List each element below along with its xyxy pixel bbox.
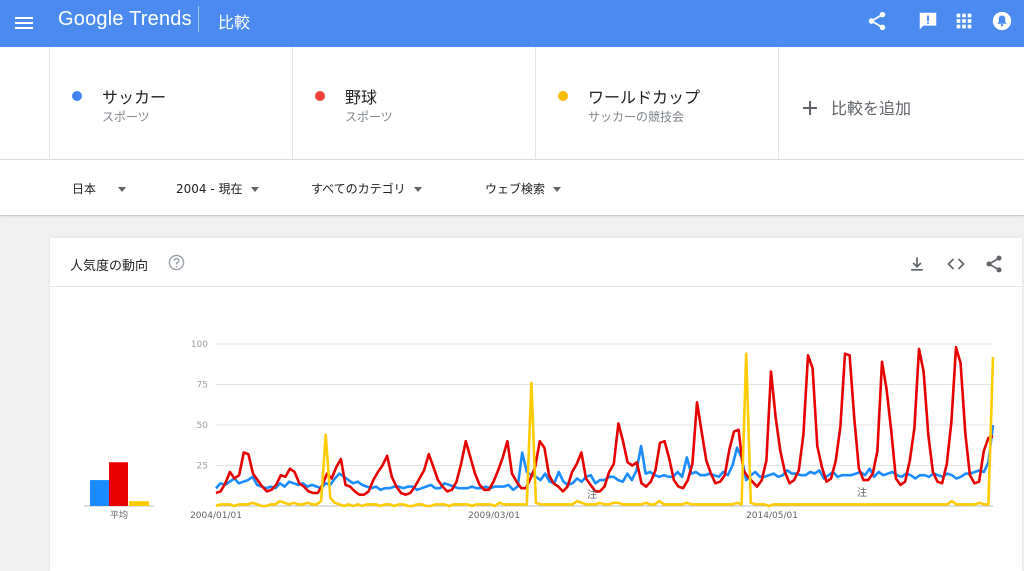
compare-term-subtitle: スポーツ [102,110,150,124]
add-comparison-label: 比較を追加 [831,99,912,118]
compare-term-world-cup[interactable]: ワールドカップ サッカーの競技会 [535,47,778,160]
chevron-down-icon [553,187,562,192]
search-type-value: ウェブ検索 [485,182,546,196]
card-title: 人気度の動向 [70,259,149,274]
card-header: 人気度の動向 [50,238,1022,287]
add-comparison-content: 比較を追加 [803,95,911,119]
compare-bar: サッカー スポーツ 野球 スポーツ ワールドカップ サッカーの競技会 比較を追加 [0,47,1024,160]
y-tick-label: 75 [197,381,208,391]
series-line-2 [215,345,994,497]
share-icon[interactable] [866,10,888,32]
time-range-value: 2004 - 現在 [176,182,243,196]
compare-term-baseball[interactable]: 野球 スポーツ [292,47,535,160]
app-bar-divider [198,6,199,32]
compare-term-subtitle: サッカーの競技会 [588,110,685,124]
menu-icon[interactable] [14,12,36,34]
category-value: すべてのカテゴリ [311,182,406,196]
download-icon[interactable] [907,254,927,274]
average-label: 平均 [110,509,128,521]
google-trends-logo[interactable]: Google Trends [58,8,192,30]
app-bar: Google Trends 比較 [0,0,1024,47]
notifications-icon[interactable] [991,10,1013,32]
series-color-dot [558,91,568,101]
note-marker: 注 [857,486,867,499]
feedback-icon[interactable] [917,10,939,32]
compare-term-title: ワールドカップ [588,88,701,107]
filter-bar: 日本 2004 - 現在 すべてのカテゴリ ウェブ検索 [0,160,1024,216]
trend-chart[interactable]: 100 75 50 25 2004/01/01 2009/03/01 2014/05/01 注… [50,238,1022,571]
help-icon[interactable] [168,254,185,271]
search-type-dropdown[interactable]: ウェブ検索 [485,180,562,197]
average-bar-3 [129,501,149,506]
x-tick-label: 2014/05/01 [746,511,798,521]
note-marker: 注 [587,488,597,501]
x-tick-label: 2004/01/01 [190,511,242,521]
series-color-dot [315,91,325,101]
y-tick-label: 25 [197,462,208,472]
series-line-3 [215,352,995,508]
y-tick-label: 100 [191,340,208,350]
y-tick-label: 50 [197,421,209,431]
interest-over-time-card: 人気度の動向 100 75 50 25 2004/01/01 2009/03/01 2014… [50,238,1022,571]
category-dropdown[interactable]: すべてのカテゴリ [311,180,422,197]
embed-icon[interactable] [946,254,966,274]
series-color-dot [72,91,82,101]
add-comparison-button[interactable]: 比較を追加 [778,47,1024,160]
compare-term-title: サッカー [102,88,167,107]
page-title: 比較 [218,13,251,32]
region-dropdown[interactable]: 日本 [72,180,127,197]
chevron-down-icon [413,187,422,192]
chevron-down-icon [118,187,127,192]
compare-term-subtitle: スポーツ [345,110,393,124]
plus-icon [803,101,817,115]
share-icon[interactable] [984,254,1004,274]
average-bar-1 [90,480,109,506]
compare-term-soccer[interactable]: サッカー スポーツ [49,47,292,160]
compare-term-title: 野球 [345,88,378,107]
chevron-down-icon [250,187,259,192]
time-range-dropdown[interactable]: 2004 - 現在 [176,180,259,197]
apps-icon[interactable] [953,10,975,32]
region-value: 日本 [72,182,97,196]
x-tick-label: 2009/03/01 [468,511,520,521]
average-bar-2 [109,462,128,506]
